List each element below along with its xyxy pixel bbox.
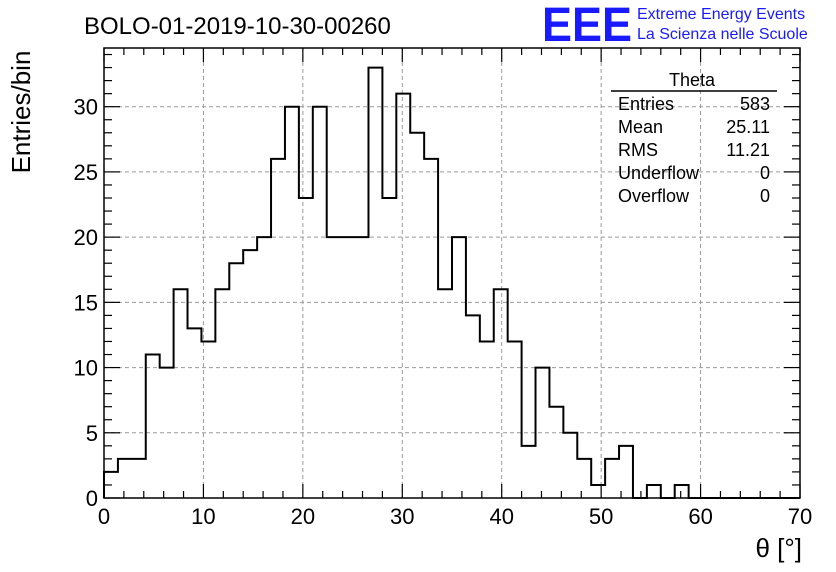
y-tick-label: 10 xyxy=(74,356,98,381)
x-tick-label: 40 xyxy=(489,504,513,529)
y-axis-title: Entries/bin xyxy=(6,51,36,174)
y-tick-label: 5 xyxy=(86,421,98,446)
stats-label: Mean xyxy=(618,117,663,137)
x-tick-label: 70 xyxy=(788,504,812,529)
y-tick-label: 25 xyxy=(74,160,98,185)
tick-labels: 0 10 20 30 40 50 60 70 0 5 10 15 20 25 30 xyxy=(74,95,813,529)
stats-label: RMS xyxy=(618,140,658,160)
histogram-outline xyxy=(103,66,800,499)
eee-logo-mark: EEE xyxy=(542,0,632,52)
stats-rows: Entries 583 Mean 25.11 RMS 11.21 Underflow 0 Ove… xyxy=(618,94,770,206)
y-tick-label: 20 xyxy=(74,225,98,250)
axis-ticks xyxy=(103,48,801,499)
stats-value: 25.11 xyxy=(726,117,770,137)
eee-logo-line1: Extreme Energy Events xyxy=(637,6,805,23)
eee-logo: EEE Extreme Energy Events La Scienza nel… xyxy=(542,0,808,52)
stats-value: 11.21 xyxy=(726,140,770,160)
x-tick-label: 30 xyxy=(390,504,414,529)
stats-value: 0 xyxy=(760,186,770,206)
grid-lines xyxy=(104,48,800,498)
x-tick-label: 20 xyxy=(291,504,315,529)
x-tick-label: 0 xyxy=(98,504,110,529)
x-tick-label: 10 xyxy=(191,504,215,529)
stats-label: Underflow xyxy=(618,163,700,183)
plot-frame xyxy=(103,47,801,499)
stats-label: Overflow xyxy=(618,186,690,206)
x-tick-label: 60 xyxy=(688,504,712,529)
x-tick-label: 50 xyxy=(589,504,613,529)
eee-logo-line2: La Scienza nelle Scuole xyxy=(637,26,808,43)
stats-label: Entries xyxy=(618,94,674,114)
stats-box: Theta Entries 583 Mean 25.11 RMS 11.21 Underfl… xyxy=(611,70,777,206)
y-tick-label: 15 xyxy=(74,290,98,315)
stats-value: 583 xyxy=(740,94,770,114)
x-axis-title: θ [°] xyxy=(755,533,802,563)
y-tick-label: 0 xyxy=(86,486,98,511)
y-tick-label: 30 xyxy=(74,95,98,120)
stats-title: Theta xyxy=(669,70,716,90)
stats-value: 0 xyxy=(760,163,770,183)
chart-title: BOLO-01-2019-10-30-00260 xyxy=(84,13,391,40)
